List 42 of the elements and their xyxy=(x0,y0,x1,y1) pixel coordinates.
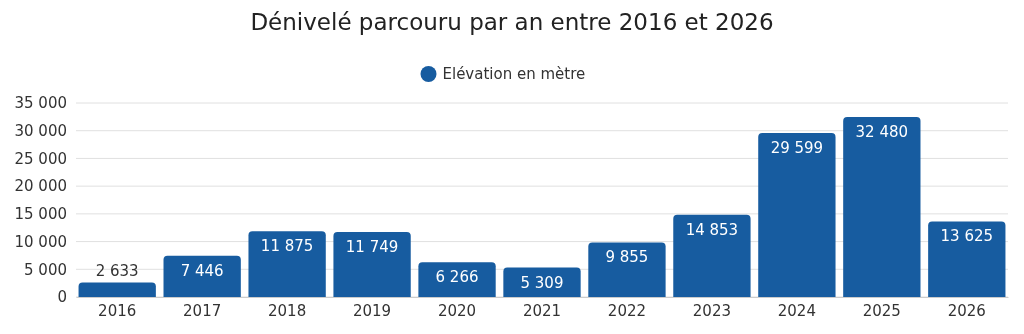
data-label: 29 599 xyxy=(770,138,824,157)
data-label: 11 875 xyxy=(260,237,314,256)
data-label: 9 855 xyxy=(605,248,649,267)
y-tick-label: 35 000 xyxy=(14,94,67,113)
legend-label: Elévation en mètre xyxy=(442,65,586,83)
data-label: 2 633 xyxy=(95,262,139,281)
bar xyxy=(248,231,326,297)
bar xyxy=(78,282,156,297)
x-tick-label: 2017 xyxy=(183,301,222,320)
x-tick-label: 2025 xyxy=(862,301,901,320)
y-tick-label: 25 000 xyxy=(14,149,67,168)
x-tick-label: 2019 xyxy=(352,301,392,320)
x-tick-label: 2022 xyxy=(607,301,647,320)
bar xyxy=(758,132,836,297)
chart-title: Dénivelé parcouru par an entre 2016 et 2026 xyxy=(250,9,774,35)
data-label: 13 625 xyxy=(940,227,994,246)
y-tick-label: 0 xyxy=(57,288,67,307)
x-tick-label: 2023 xyxy=(692,301,732,320)
x-tick-label: 2018 xyxy=(268,301,307,320)
x-tick-label: 2021 xyxy=(522,301,562,320)
y-tick-label: 15 000 xyxy=(14,205,67,224)
x-tick-label: 2020 xyxy=(437,301,477,320)
bar xyxy=(928,221,1006,297)
y-tick-label: 30 000 xyxy=(14,122,67,141)
data-label: 5 309 xyxy=(520,273,564,292)
x-tick-label: 2016 xyxy=(98,301,137,320)
bar xyxy=(843,116,921,297)
bar xyxy=(673,214,751,297)
data-label: 32 480 xyxy=(855,122,909,141)
y-tick-label: 10 000 xyxy=(14,232,67,251)
bar xyxy=(333,231,411,297)
bar xyxy=(588,242,666,297)
data-label: 6 266 xyxy=(435,268,479,287)
bar xyxy=(163,255,241,297)
x-tick-label: 2024 xyxy=(777,301,816,320)
data-label: 7 446 xyxy=(180,261,224,280)
bar xyxy=(418,262,496,297)
data-label: 11 749 xyxy=(345,237,399,256)
x-tick-label: 2026 xyxy=(947,301,986,320)
y-tick-label: 20 000 xyxy=(14,177,67,196)
data-label: 14 853 xyxy=(685,220,739,239)
y-tick-label: 5 000 xyxy=(24,260,67,279)
